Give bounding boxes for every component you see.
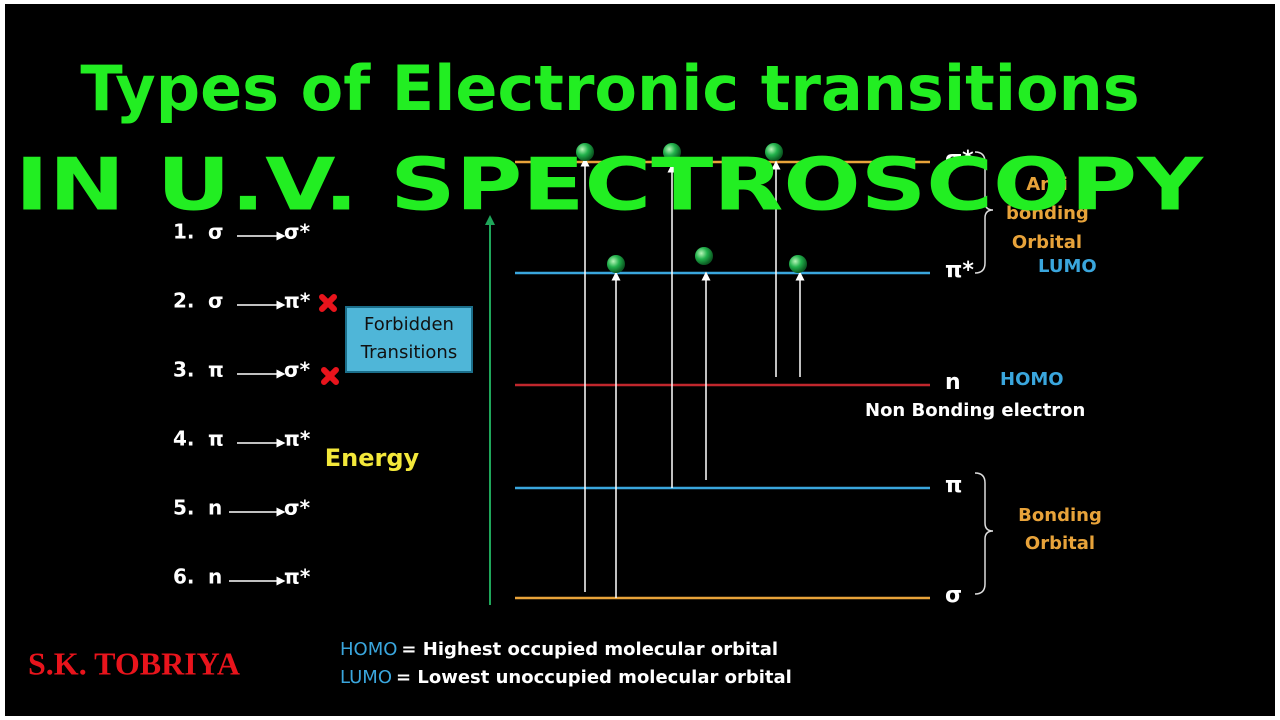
level-symbol: n: [945, 370, 961, 395]
nonbonding-label: Non Bonding electron: [865, 400, 1085, 421]
lumo-label: LUMO: [1038, 256, 1097, 277]
legend-term: LUMO: [340, 667, 392, 688]
legend: HOMO = Highest occupied molecular orbital…: [340, 639, 792, 688]
transition-number: 1.: [173, 220, 195, 244]
transition-number: 3.: [173, 358, 195, 382]
homo-label: HOMO: [1000, 369, 1064, 390]
forbidden-marks: [319, 294, 339, 385]
braces: [974, 151, 994, 595]
transition-from: σ: [208, 289, 224, 313]
transition-to: π*: [284, 565, 311, 589]
transition-list: 1. σ σ* 2. σ π* 3. π σ* 4. π π* 5. n σ* 6. n π*: [173, 220, 311, 589]
legend-term: HOMO: [340, 639, 397, 660]
legend-definition: = Lowest unoccupied molecular orbital: [396, 667, 792, 688]
transition-from: σ: [208, 220, 224, 244]
author: S.K. TOBRIYA: [28, 645, 240, 681]
legend-definition: = Highest occupied molecular orbital: [401, 639, 778, 660]
transition-number: 6.: [173, 565, 195, 589]
transition-number: 5.: [173, 496, 195, 520]
level-symbol: π*: [945, 258, 974, 283]
transition-to: π*: [284, 289, 311, 313]
electrons: [576, 143, 807, 273]
transition-from: π: [208, 427, 224, 451]
forbidden-box: [345, 306, 473, 373]
transition-to: σ*: [284, 496, 311, 520]
transition-from: n: [208, 496, 222, 520]
energy-levels: σ* π* n π σ: [515, 147, 974, 608]
transition-number: 2.: [173, 289, 195, 313]
energy-label: Energy: [325, 444, 420, 472]
transition-to: σ*: [284, 358, 311, 382]
antibonding-label: Anti bonding Orbital: [1006, 174, 1089, 253]
bonding-label: Bonding Orbital: [1018, 505, 1102, 554]
level-symbol: σ*: [945, 147, 974, 172]
level-symbol: π: [945, 473, 962, 498]
transition-arrows: [580, 157, 805, 598]
transition-to: σ*: [284, 220, 311, 244]
level-symbol: σ: [945, 583, 962, 608]
title: Types of Electronic transitions: [80, 52, 1139, 125]
transition-to: π*: [284, 427, 311, 451]
transition-from: π: [208, 358, 224, 382]
transition-from: n: [208, 565, 222, 589]
transition-number: 4.: [173, 427, 195, 451]
forbidden-label: Forbidden Transitions: [360, 314, 458, 363]
